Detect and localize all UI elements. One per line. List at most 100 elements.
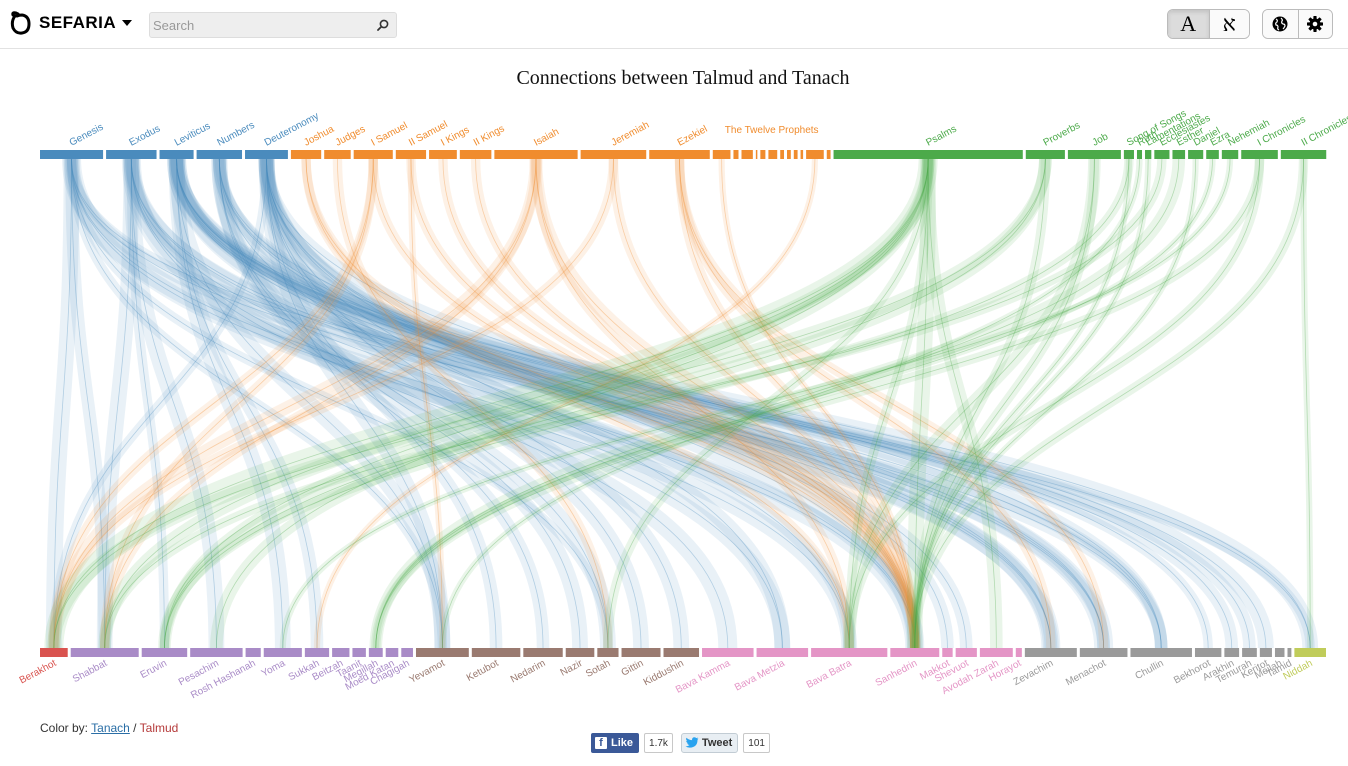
talmud-bar-horayot[interactable] [1015,648,1022,657]
link-isaiah-sanhedrin [529,158,922,649]
tanach-bar-malachi[interactable] [826,150,831,159]
talmud-bar-taanit[interactable] [352,648,366,657]
talmud-bar-zevachim[interactable] [1024,648,1077,657]
talmud-bar-avodah-zarah[interactable] [979,648,1013,657]
tanach-bar-ruth[interactable] [1136,150,1143,159]
talmud-bar-shabbat[interactable] [70,648,139,657]
talmud-bar-rosh-hashanah[interactable] [245,648,261,657]
tanach-bar-habakkuk[interactable] [787,150,791,159]
tanach-bar-deuteronomy[interactable] [245,150,288,159]
english-language-button[interactable]: A [1168,10,1209,38]
globe-button[interactable] [1263,10,1298,38]
talmud-bar-meilah[interactable] [1274,648,1285,657]
facebook-like-button[interactable]: f Like [591,733,640,753]
tanach-bar-leviticus[interactable] [159,150,194,159]
tanach-bar-genesis[interactable] [40,150,104,159]
tanach-bar-ii-chronicles[interactable] [1280,150,1327,159]
talmud-bar-bava-kamma[interactable] [702,648,754,657]
tanach-bar-i-kings[interactable] [429,150,457,159]
talmud-bar-tamid[interactable] [1287,648,1292,657]
talmud-bar-keritot[interactable] [1259,648,1272,657]
talmud-bar-nazir[interactable] [565,648,595,657]
talmud-bar-berakhot[interactable] [40,648,68,657]
link-genesis-sotah [66,158,613,649]
talmud-bar-nedarim[interactable] [523,648,563,657]
tanach-bar-nahum[interactable] [780,150,785,159]
talmud-bar-sotah[interactable] [597,648,619,657]
talmud-bar-niddah[interactable] [1294,648,1326,657]
tanach-bar-esther[interactable] [1172,150,1186,159]
tanach-bar-zechariah[interactable] [806,150,824,159]
tanach-bar-jeremiah[interactable] [580,150,647,159]
talmud-bar-shevuot[interactable] [955,648,977,657]
tanach-bar-job[interactable] [1067,150,1121,159]
tanach-bar-ii-samuel[interactable] [395,150,427,159]
tanach-bar-obadiah[interactable] [755,150,758,159]
tweet-button[interactable]: Tweet [680,733,739,753]
link-core-hosea-sanhedrin [721,158,916,649]
link-hosea-sanhedrin [718,158,918,649]
talmud-bar-bava-metzia[interactable] [756,648,809,657]
tanach-bar-zephaniah[interactable] [793,150,798,159]
tanach-bar-ezekiel[interactable] [649,150,710,159]
tanach-bar-amos[interactable] [741,150,753,159]
tanach-bar-ecclesiastes[interactable] [1154,150,1170,159]
sefaria-logo[interactable]: SEFARIA [10,11,133,35]
tanach-bar-ezra[interactable] [1206,150,1219,159]
talmud-bar-menachot[interactable] [1079,648,1128,657]
tanach-bar-joshua[interactable] [290,150,322,159]
brand-name: SEFARIA [39,13,117,32]
search-icon[interactable] [376,18,390,32]
tanach-bar-judges[interactable] [324,150,351,159]
talmud-bar-chagigah[interactable] [401,648,413,657]
color-by-talmud-link[interactable]: Talmud [139,721,179,735]
tanach-bar-micah[interactable] [768,150,778,159]
tanach-bar-nehemiah[interactable] [1221,150,1239,159]
talmud-bar-arakhin[interactable] [1224,648,1240,657]
hebrew-language-button[interactable]: א [1208,10,1249,38]
tanach-bar-ii-kings[interactable] [459,150,492,159]
talmud-bar-kiddushin[interactable] [663,648,700,657]
link-jeremiah-sanhedrin [608,158,920,649]
talmud-bar-gittin[interactable] [621,648,661,657]
link-psalms-avodah-zarah [921,158,1003,649]
link-psalms-pesachim [210,158,935,649]
tanach-bar-psalms[interactable] [833,150,1023,159]
talmud-bar-yoma[interactable] [263,648,302,657]
tanach-bar-exodus[interactable] [106,150,157,159]
talmud-bar-beitzah[interactable] [332,648,350,657]
link-core-isaiah-berakhot [53,158,537,649]
talmud-bar-pesachim[interactable] [190,648,243,657]
tanach-bar-i-samuel[interactable] [353,150,393,159]
search-input[interactable] [153,15,371,35]
brand-dropdown-caret-icon[interactable] [122,20,133,26]
color-by-tanach-link[interactable]: Tanach [91,721,130,735]
tanach-bar-numbers[interactable] [196,150,243,159]
tanach-bar-jonah[interactable] [760,150,766,159]
talmud-bar-yevamot[interactable] [415,648,469,657]
tanach-bar-proverbs[interactable] [1025,150,1065,159]
talmud-bar-chullin[interactable] [1130,648,1192,657]
talmud-bar-sukkah[interactable] [304,648,330,657]
talmud-bar-makkot[interactable] [942,648,953,657]
tanach-bar-isaiah[interactable] [494,150,578,159]
tanach-bar-lamentations[interactable] [1145,150,1152,159]
talmud-bar-eruvin[interactable] [141,648,188,657]
tanach-bar-joel[interactable] [733,150,739,159]
talmud-bar-sanhedrin[interactable] [890,648,940,657]
settings-button[interactable] [1297,10,1332,38]
talmud-bar-moed-katan[interactable] [385,648,399,657]
tanach-bar-song-of-songs[interactable] [1123,150,1134,159]
tanach-label-proverbs: Proverbs [1042,120,1082,148]
talmud-bar-ketubot[interactable] [471,648,521,657]
tanach-bar-i-chronicles[interactable] [1241,150,1278,159]
link-core-i-chronicles-bava-batra [848,158,1260,649]
tanach-bar-hosea[interactable] [712,150,731,159]
link-judges-sotah [332,158,613,649]
tanach-bar-haggai[interactable] [800,150,804,159]
talmud-bar-bekhorot[interactable] [1194,648,1222,657]
talmud-bar-temurah[interactable] [1242,648,1257,657]
tanach-bar-daniel[interactable] [1188,150,1204,159]
talmud-bar-megillah[interactable] [368,648,383,657]
talmud-bar-bava-batra[interactable] [811,648,888,657]
